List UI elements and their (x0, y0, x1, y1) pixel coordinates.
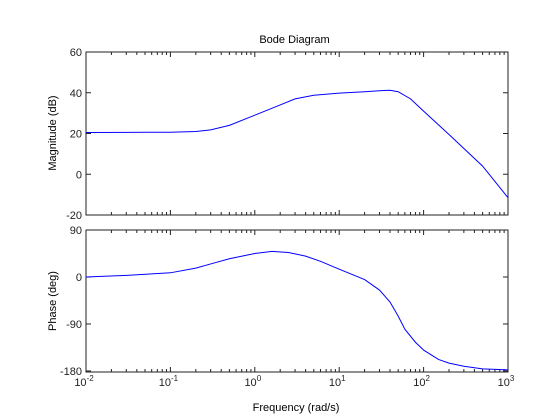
x-tick-label: 10-1 (159, 374, 179, 389)
magnitude-plot-frame (85, 51, 509, 216)
phase-y-tick-label: -90 (66, 319, 82, 331)
phase-y-tick-label: 0 (76, 272, 82, 284)
phase-panel: -180 -90 0 90 Phase (deg) 10-2 10-1 100 101 102 10… (47, 225, 515, 389)
magnitude-y-tick-label: 0 (76, 169, 82, 181)
magnitude-y-tick-label: 40 (70, 88, 82, 100)
magnitude-y-axis-label: Magnitude (dB) (47, 95, 59, 170)
magnitude-y-tick-label: 20 (70, 129, 82, 141)
x-tick-label: 101 (329, 374, 346, 389)
x-axis-label: Frequency (rad/s) (253, 402, 340, 414)
magnitude-y-tick-label: -20 (66, 210, 82, 222)
chart-title: Bode Diagram (259, 34, 329, 46)
x-tick-label: 102 (413, 374, 430, 389)
magnitude-y-tick-label: 60 (70, 47, 82, 59)
x-tick-label: 103 (498, 374, 515, 389)
magnitude-curve (85, 89, 509, 198)
phase-y-axis-label: Phase (deg) (47, 271, 59, 331)
x-tick-label: 10-2 (74, 374, 94, 389)
phase-y-tick-label: -180 (60, 366, 82, 378)
phase-plot-frame (85, 229, 509, 373)
x-tick-label: 100 (244, 374, 261, 389)
phase-curve (85, 250, 509, 371)
phase-y-tick-label: 90 (70, 225, 82, 237)
magnitude-panel: -20 0 20 40 60 Magnitude (dB) (47, 47, 509, 222)
